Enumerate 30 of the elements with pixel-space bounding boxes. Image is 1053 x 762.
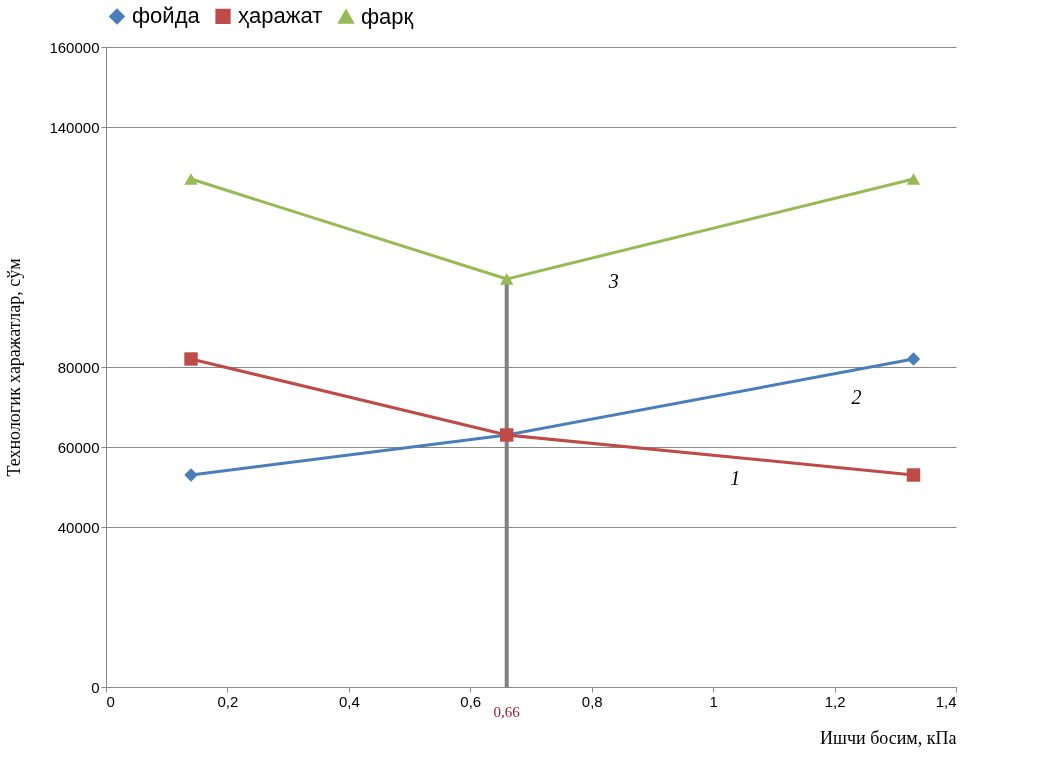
y-tick-label: 60000 (57, 438, 100, 456)
x-axis-title: Ишчи босим, кПа (820, 727, 957, 748)
point (184, 173, 198, 185)
x-tick-label: 0,2 (217, 692, 239, 710)
x-tick-label: 1,4 (935, 692, 957, 710)
point (906, 173, 921, 185)
ref-line-label: 0,66 (493, 704, 521, 720)
legend-label: фойда (132, 3, 201, 29)
x-tick-label: 0,6 (460, 692, 482, 710)
y-tick-label: 0 (91, 678, 100, 696)
point (500, 273, 514, 285)
annotation: 3 (607, 270, 619, 293)
x-tick-label: 0,4 (338, 692, 360, 710)
x-tick-label: 0 (106, 692, 115, 710)
x-tick-label: 0,8 (581, 692, 603, 710)
x-tick-label: 1 (709, 692, 718, 710)
point (184, 352, 198, 366)
y-tick-label: 80000 (57, 358, 100, 376)
point (906, 352, 921, 366)
y-axis-title: Технологик харажатлар, сўм (4, 258, 25, 477)
annotation: 1 (730, 467, 741, 490)
y-tick-label: 40000 (57, 518, 100, 536)
y-tick-label: 160000 (49, 38, 100, 56)
legend-label: ҳаражат (238, 3, 323, 29)
legend-label: фарқ (361, 3, 414, 29)
y-tick-label: 140000 (49, 118, 100, 136)
point (906, 468, 921, 482)
annotation: 2 (851, 385, 862, 408)
point (184, 468, 198, 482)
x-tick-label: 1,2 (824, 692, 846, 710)
